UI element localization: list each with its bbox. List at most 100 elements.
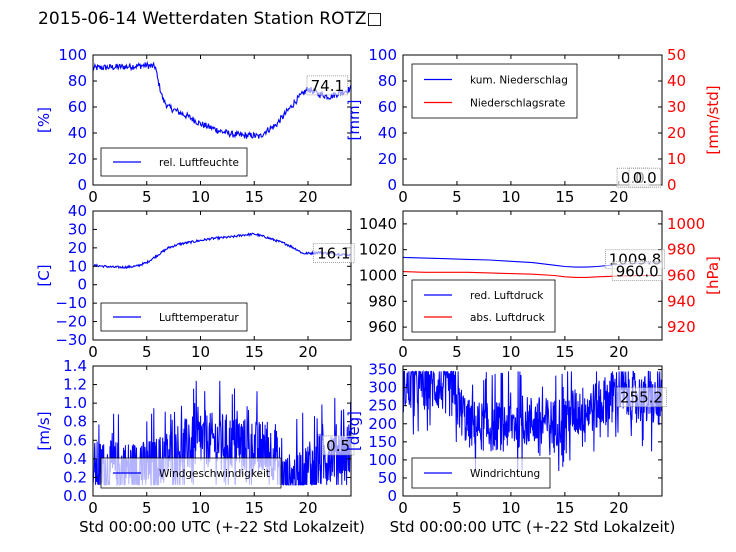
series-temperature-0 bbox=[93, 232, 351, 270]
y-tick-label: 0 bbox=[77, 176, 87, 194]
legend-label: Niederschlagsrate bbox=[470, 98, 565, 110]
y-tick-label: 0 bbox=[387, 176, 397, 194]
y-right-tick-label: 30 bbox=[667, 98, 686, 116]
x-tick-label: 15 bbox=[245, 499, 264, 517]
y-tick-label: 20 bbox=[68, 239, 87, 257]
x-tick-label: 5 bbox=[452, 499, 462, 517]
x-tick-label: 10 bbox=[191, 499, 210, 517]
y-tick-label: 1000 bbox=[359, 267, 397, 285]
y-tick-label: 1.0 bbox=[63, 394, 87, 412]
y-right-tick-label: 980 bbox=[667, 241, 696, 259]
x-tick-label: 5 bbox=[142, 188, 152, 206]
y-tick-label: 80 bbox=[378, 72, 397, 90]
y-tick-label: 960 bbox=[368, 318, 397, 336]
y-tick-label: 200 bbox=[368, 415, 397, 433]
x-tick-label: 10 bbox=[191, 343, 210, 361]
y-tick-label: 0.4 bbox=[63, 450, 87, 468]
x-tick-label: 10 bbox=[501, 343, 520, 361]
y-axis-label: [mm] bbox=[345, 100, 363, 141]
y-tick-label: 150 bbox=[368, 433, 397, 451]
value-annotation-box bbox=[321, 435, 355, 456]
plot-frame bbox=[92, 365, 352, 497]
y-right-axis-label: [mm/std] bbox=[704, 85, 722, 154]
x-tick-label: 20 bbox=[609, 499, 628, 517]
chart-wind_speed: 0 5 10 15 20 0.00.20.40.60.81.01.21.4 [m/s] Std… bbox=[35, 357, 365, 536]
y-right-axis-label: [hPa] bbox=[704, 256, 722, 295]
series-wind_dir-0 bbox=[403, 369, 662, 475]
x-tick-label: 5 bbox=[452, 188, 462, 206]
x-tick-label: 15 bbox=[245, 343, 264, 361]
legend-label: abs. Luftdruck bbox=[470, 312, 546, 324]
value-annotation: 74.1 bbox=[311, 77, 344, 95]
legend-label: Windrichtung bbox=[470, 468, 540, 480]
plot-frame bbox=[92, 54, 352, 186]
value-annotation-box bbox=[312, 243, 355, 263]
x-axis-label: Std 00:00:00 UTC (+-22 Std Lokalzeit) bbox=[390, 518, 676, 536]
x-tick-label: 0 bbox=[398, 188, 408, 206]
x-tick-label: 15 bbox=[245, 188, 264, 206]
legend-box bbox=[411, 63, 578, 119]
chart-temperature: 0 5 10 15 20−30−20−10010203040[C]16.1Lufttem… bbox=[35, 202, 355, 361]
x-tick-label: 15 bbox=[555, 188, 574, 206]
y-tick-label: 60 bbox=[378, 98, 397, 116]
y-tick-label: 30 bbox=[68, 220, 87, 238]
legend-label: red. Luftdruck bbox=[470, 290, 544, 302]
legend-label: Lufttemperatur bbox=[159, 312, 239, 324]
x-axis-label: Std 00:00:00 UTC (+-22 Std Lokalzeit) bbox=[79, 518, 365, 536]
x-tick-label: 0 bbox=[398, 499, 408, 517]
y-tick-label: 0.8 bbox=[63, 413, 87, 431]
chart-humidity: 0 5 10 15 20 0 20 40 60 80 100 [%] 74.1 rel. Luftfeuc… bbox=[35, 46, 352, 206]
value-annotation: 960.0 bbox=[616, 262, 659, 280]
y-tick-label: 40 bbox=[68, 124, 87, 142]
y-axis-label: [m/s] bbox=[35, 411, 53, 450]
x-tick-label: 5 bbox=[452, 343, 462, 361]
y-tick-label: 0 bbox=[77, 276, 87, 294]
y-tick-label: 350 bbox=[368, 361, 397, 379]
y-tick-label: 100 bbox=[58, 46, 87, 64]
y-right-tick-label: 940 bbox=[667, 292, 696, 310]
y-tick-label: −10 bbox=[55, 294, 87, 312]
y-tick-label: 10 bbox=[68, 257, 87, 275]
chart-precip: 0 5 10 15 20 0 20 40 60 80 100 0 10 20 30 40 50 [mm] [mm/s… bbox=[345, 46, 722, 206]
value-annotation: 0.5 bbox=[326, 437, 350, 455]
x-tick-label: 0 bbox=[398, 343, 408, 361]
series-humidity-0 bbox=[93, 60, 351, 139]
x-tick-label: 0 bbox=[88, 188, 98, 206]
y-right-tick-label: 960 bbox=[667, 267, 696, 285]
value-annotation-box bbox=[611, 260, 663, 281]
y-right-tick-label: 20 bbox=[667, 124, 686, 142]
x-tick-label: 15 bbox=[555, 499, 574, 517]
x-tick-label: 15 bbox=[555, 343, 574, 361]
plot-frame bbox=[402, 365, 663, 497]
y-tick-label: 100 bbox=[368, 46, 397, 64]
x-tick-label: 20 bbox=[609, 343, 628, 361]
page-title: 2015-06-14 Wetterdaten Station ROTZ□ bbox=[38, 9, 383, 29]
y-right-tick-label: 10 bbox=[667, 150, 686, 168]
value-annotation-box bbox=[616, 387, 667, 408]
y-axis-label: [C] bbox=[35, 264, 53, 286]
plot-frame bbox=[402, 54, 663, 186]
value-annotation: 0.0 bbox=[633, 169, 657, 187]
y-tick-label: 250 bbox=[368, 397, 397, 415]
y-tick-label: 100 bbox=[368, 451, 397, 469]
x-tick-label: 5 bbox=[142, 343, 152, 361]
y-tick-label: 60 bbox=[68, 98, 87, 116]
y-tick-label: −30 bbox=[55, 331, 87, 349]
y-tick-label: 20 bbox=[378, 150, 397, 168]
x-tick-label: 0 bbox=[88, 343, 98, 361]
value-annotation-box bbox=[628, 167, 661, 188]
y-tick-label: 0.6 bbox=[63, 431, 87, 449]
x-tick-label: 5 bbox=[142, 499, 152, 517]
x-tick-label: 20 bbox=[298, 343, 317, 361]
y-tick-label: 80 bbox=[68, 72, 87, 90]
y-tick-label: 0 bbox=[387, 487, 397, 505]
x-tick-label: 20 bbox=[298, 188, 317, 206]
x-tick-label: 20 bbox=[609, 188, 628, 206]
x-tick-label: 10 bbox=[501, 499, 520, 517]
y-right-tick-label: 40 bbox=[667, 72, 686, 90]
y-tick-label: 1.2 bbox=[63, 376, 87, 394]
y-tick-label: 40 bbox=[378, 124, 397, 142]
value-annotation: 255.2 bbox=[620, 389, 663, 407]
